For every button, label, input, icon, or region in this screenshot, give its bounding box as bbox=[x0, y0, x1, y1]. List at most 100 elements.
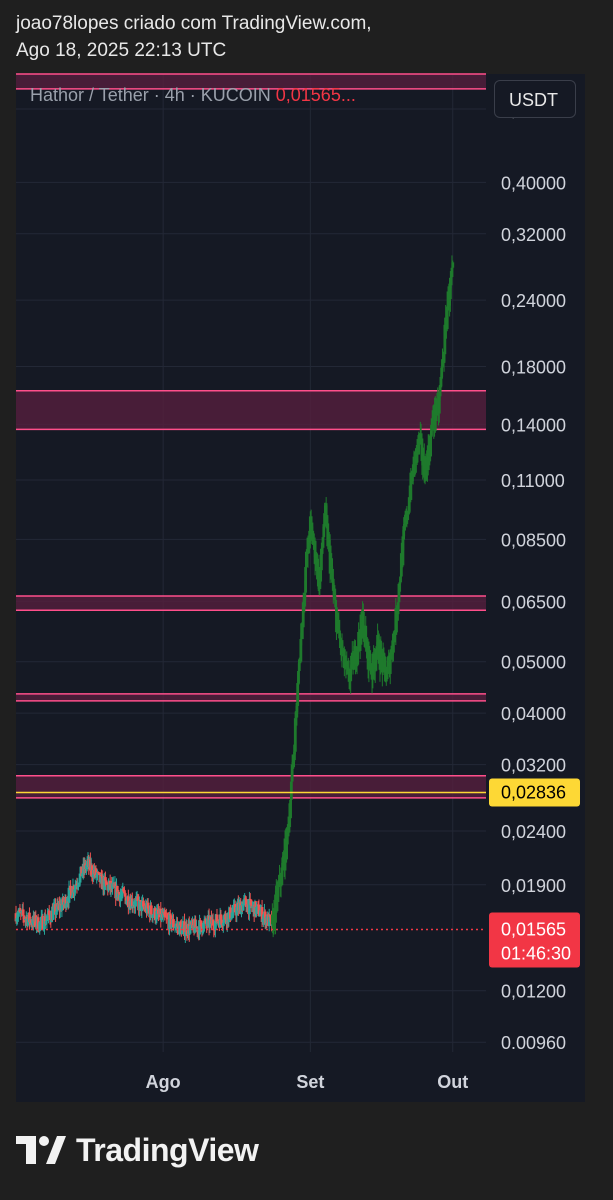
currency-unit-button[interactable]: USDT bbox=[494, 80, 576, 118]
candle-body bbox=[289, 799, 292, 819]
candle-body bbox=[130, 898, 134, 907]
candle-body bbox=[152, 914, 156, 916]
candle-body bbox=[218, 914, 222, 928]
candle-body bbox=[429, 435, 433, 457]
candle-body bbox=[308, 540, 311, 543]
candle-body bbox=[281, 862, 285, 868]
candle-body bbox=[221, 922, 225, 926]
candle-body bbox=[383, 656, 387, 668]
zone-rect bbox=[16, 693, 486, 701]
candle-body bbox=[222, 916, 226, 923]
candle-body bbox=[409, 472, 413, 500]
candle-body bbox=[54, 904, 57, 915]
candle-body bbox=[354, 664, 358, 666]
candle-body bbox=[327, 539, 331, 546]
candle-body bbox=[107, 884, 110, 891]
candle-body bbox=[231, 911, 235, 913]
chart-pane[interactable] bbox=[16, 74, 486, 1102]
candle-body bbox=[394, 608, 398, 635]
candle-body bbox=[119, 894, 122, 902]
candle-body bbox=[432, 424, 436, 426]
candle-body bbox=[289, 781, 293, 800]
candle-body bbox=[34, 915, 38, 927]
candle-body bbox=[248, 898, 251, 915]
candle-body bbox=[438, 386, 442, 397]
candle-body bbox=[306, 537, 310, 554]
candle-body bbox=[45, 918, 49, 921]
y-tick-label: 0,04000 bbox=[501, 704, 566, 724]
candle-body bbox=[64, 896, 68, 908]
candle-body bbox=[172, 919, 175, 928]
candle-body bbox=[373, 659, 377, 670]
candle-body bbox=[376, 634, 379, 647]
y-tick-label: 0,03200 bbox=[501, 756, 566, 776]
candle-body bbox=[204, 918, 208, 924]
candle-body bbox=[124, 896, 128, 904]
candle-body bbox=[372, 653, 376, 661]
candle-body bbox=[183, 921, 186, 937]
candle-body bbox=[35, 925, 38, 927]
candle-body bbox=[402, 530, 406, 537]
candle-body bbox=[274, 894, 277, 923]
candle-body bbox=[358, 631, 361, 639]
candle-body bbox=[434, 415, 438, 422]
candle-body bbox=[116, 891, 120, 898]
candle-body bbox=[90, 865, 94, 875]
candle-body bbox=[364, 625, 368, 638]
candle-body bbox=[309, 516, 313, 523]
candle-body bbox=[77, 884, 80, 886]
candle-body bbox=[255, 904, 259, 907]
tradingview-logo-icon bbox=[16, 1136, 66, 1164]
candle-body bbox=[14, 913, 18, 922]
candle-body bbox=[312, 544, 315, 546]
candle-body bbox=[125, 900, 129, 904]
candle-body bbox=[88, 859, 92, 871]
candle-body bbox=[163, 911, 167, 916]
candle-body bbox=[213, 920, 217, 930]
candle-body bbox=[322, 526, 326, 538]
candle-body bbox=[202, 922, 205, 932]
candle-body bbox=[403, 522, 407, 524]
candle-body bbox=[85, 865, 88, 870]
candle-body bbox=[377, 639, 381, 664]
candle-body bbox=[237, 903, 241, 911]
candle-body bbox=[258, 915, 262, 917]
candle-body bbox=[60, 905, 64, 911]
candle-body bbox=[296, 683, 300, 706]
candle-body bbox=[122, 888, 126, 892]
candle-body bbox=[151, 914, 155, 918]
candle-body bbox=[375, 646, 379, 660]
candle-body bbox=[165, 916, 169, 918]
candle-body bbox=[232, 904, 235, 912]
time-axis[interactable] bbox=[16, 1052, 585, 1102]
candle-body bbox=[401, 536, 405, 566]
candle-body bbox=[104, 877, 107, 881]
candle-body bbox=[376, 634, 380, 640]
candle-body bbox=[369, 663, 372, 671]
candle-body bbox=[260, 907, 264, 922]
candle-body bbox=[321, 537, 325, 548]
candle-body bbox=[325, 515, 329, 524]
candle-body bbox=[198, 920, 202, 922]
candle-body bbox=[427, 445, 431, 456]
candle-body bbox=[276, 887, 280, 903]
candle-body bbox=[85, 861, 89, 866]
candle-body bbox=[95, 874, 99, 877]
candle-body bbox=[77, 882, 81, 885]
candle-body bbox=[389, 649, 393, 660]
candle-body bbox=[181, 923, 185, 927]
candle-body bbox=[290, 764, 294, 782]
candle-body bbox=[115, 885, 119, 898]
candle-body bbox=[300, 623, 304, 640]
y-tick-label: 0,32000 bbox=[501, 225, 566, 245]
tradingview-brand[interactable]: TradingView bbox=[16, 1130, 259, 1170]
candle-body bbox=[335, 607, 338, 633]
candle-body bbox=[123, 891, 126, 894]
y-axis-labels: 0,550000,400000,320000,240000,180000,140… bbox=[501, 100, 566, 1053]
candle-body bbox=[188, 926, 192, 934]
candle-body bbox=[293, 718, 297, 752]
candle-body bbox=[395, 610, 399, 621]
brand-name: TradingView bbox=[76, 1131, 259, 1168]
candle-body bbox=[368, 650, 372, 664]
